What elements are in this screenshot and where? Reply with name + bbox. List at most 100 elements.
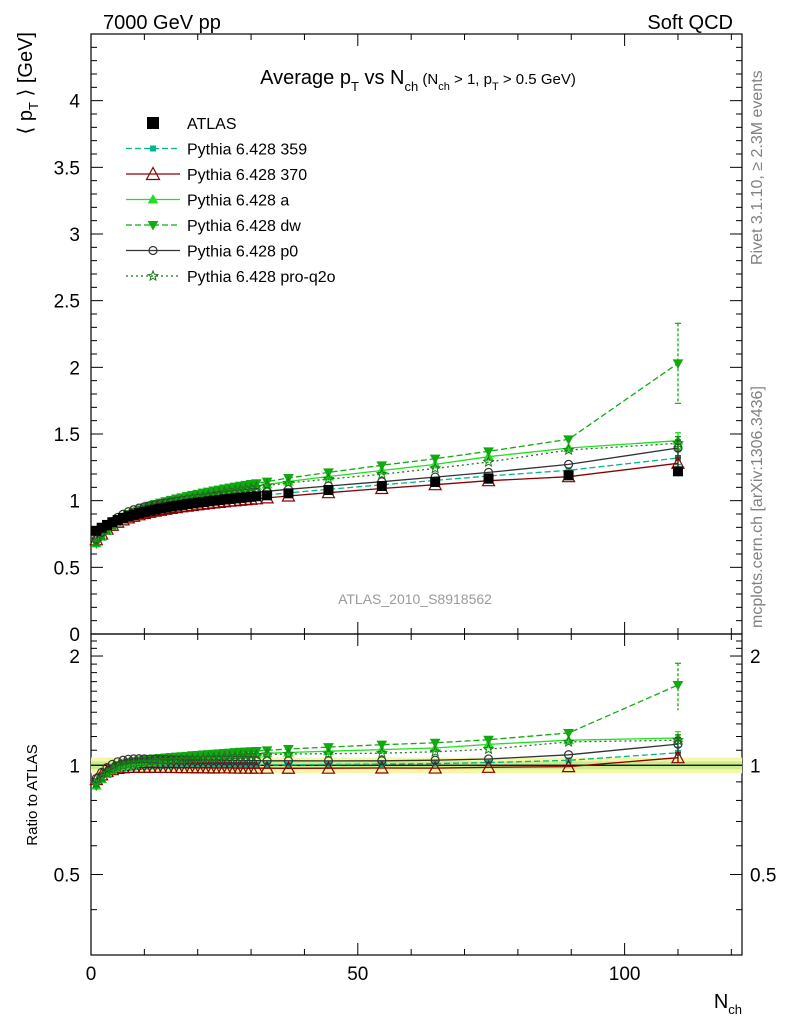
data-point [283, 488, 294, 499]
legend-label: Pythia 6.428 pro-q2o [187, 269, 336, 286]
x-tick-label: 100 [609, 964, 641, 985]
data-point [671, 436, 684, 449]
plot-title: Average pT vs Nch (Nch > 1, pT > 0.5 GeV… [260, 67, 576, 94]
data-point [376, 461, 388, 471]
legend: ATLAS Pythia 6.428 359 Pythia 6.428 370 Pyt… [126, 116, 336, 286]
data-point [90, 535, 103, 548]
data-point [670, 750, 685, 764]
data-point [563, 435, 574, 445]
series-pythia-6-428-a [90, 432, 684, 548]
data-point [143, 755, 156, 767]
data-point [483, 735, 494, 746]
data-point [430, 755, 440, 765]
y-tick-label: 2 [69, 358, 80, 379]
data-point [482, 742, 495, 755]
data-point [429, 454, 441, 465]
data-point [138, 755, 151, 768]
legend-label: Pythia 6.428 dw [187, 218, 301, 235]
data-point [429, 738, 441, 749]
ratio-y-tick-label: 2 [69, 647, 80, 668]
data-point [218, 750, 231, 762]
data-point [147, 193, 159, 204]
data-point [117, 759, 130, 771]
legend-label: Pythia 6.428 370 [187, 167, 307, 184]
data-point [207, 751, 220, 763]
data-point [376, 740, 388, 751]
data-point [483, 447, 494, 457]
data-point [235, 755, 246, 766]
data-point [148, 245, 158, 256]
data-point [428, 760, 443, 774]
data-point [182, 755, 192, 765]
data-point [283, 756, 294, 766]
y-tick-label: 0 [69, 625, 80, 646]
data-point [239, 482, 252, 494]
data-point [322, 747, 335, 759]
data-point [251, 746, 262, 757]
data-point [122, 758, 135, 770]
data-point [127, 757, 140, 769]
data-point [561, 759, 576, 773]
y-ticks: 0 0.5 1 1.5 2 2.5 3 3.5 4 [54, 33, 742, 646]
data-point [149, 754, 162, 767]
data-point [218, 485, 231, 498]
data-point [672, 359, 684, 369]
data-point [671, 733, 684, 746]
data-point [374, 760, 389, 774]
legend-entry: Pythia 6.428 pro-q2o [126, 269, 336, 286]
ratio-plot: 0.5 0.5 1 1 2 2 [54, 633, 776, 956]
y-tick-label: 1.5 [54, 425, 80, 446]
data-point [563, 470, 574, 481]
data-point [260, 760, 275, 774]
header-left: 7000 GeV pp [103, 12, 221, 34]
data-point [170, 753, 183, 765]
data-point [375, 746, 388, 759]
data-point [244, 481, 258, 493]
data-point [250, 748, 263, 761]
data-point [562, 443, 575, 456]
data-point [225, 755, 235, 766]
legend-entry: Pythia 6.428 359 [126, 142, 307, 159]
data-point [147, 117, 159, 129]
legend-entry: Pythia 6.428 p0 [126, 244, 298, 261]
y-tick-label: 3.5 [54, 158, 80, 179]
data-point [150, 145, 156, 152]
data-point [323, 485, 334, 495]
data-point [187, 755, 197, 765]
y-tick-label: 3 [69, 225, 80, 246]
data-point [251, 491, 262, 502]
ratio-y-tick-label-right: 2 [750, 647, 761, 668]
data-point [146, 269, 160, 282]
data-point [249, 760, 264, 774]
data-point [111, 760, 124, 773]
analysis-label: ATLAS_2010_S8918562 [338, 591, 492, 607]
legend-label: ATLAS [187, 116, 237, 133]
ratio-y-axis-label: Ratio to ATLAS [24, 744, 41, 845]
ratio-y-tick-label: 1 [69, 756, 80, 777]
data-point [563, 459, 574, 469]
data-point [133, 756, 146, 769]
x-tick-label: 0 [86, 964, 97, 985]
ratio-series-line [95, 739, 679, 784]
data-point [241, 755, 251, 766]
legend-entry: Pythia 6.428 dw [126, 218, 301, 235]
data-point [377, 756, 387, 766]
data-point [282, 747, 295, 760]
data-point [483, 473, 494, 484]
data-point [282, 476, 295, 489]
data-point [145, 166, 161, 181]
data-point [223, 484, 236, 497]
main-plot: 0 50 100 0 0.5 1 1.5 2 2.5 3 3.5 4 [54, 33, 743, 985]
data-point [375, 467, 388, 480]
data-point [261, 477, 273, 488]
data-point [562, 735, 575, 748]
data-point [376, 481, 387, 491]
x-tick-label: 50 [347, 964, 368, 985]
ratio-y-tick-label-right: 1 [750, 756, 761, 777]
data-point [261, 748, 274, 760]
data-point [482, 455, 495, 468]
legend-entry: Pythia 6.428 370 [126, 166, 307, 184]
data-point [118, 755, 128, 765]
series-line [95, 362, 679, 544]
